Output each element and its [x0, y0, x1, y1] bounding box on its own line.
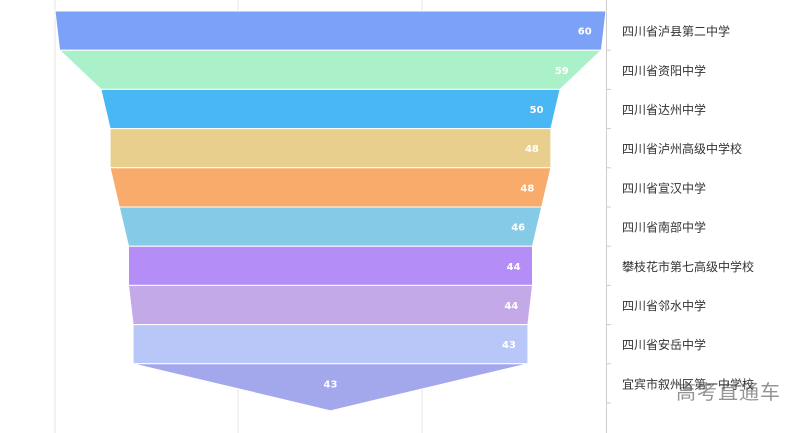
funnel-segment-1[interactable]	[58, 49, 603, 90]
value-label-6: 44	[507, 262, 521, 273]
value-labels: 60 59 50 48 48 46 44 44 43 43	[324, 27, 592, 391]
funnel-segment-5[interactable]	[118, 206, 543, 247]
value-label-5: 46	[511, 223, 525, 234]
category-label-8: 四川省安岳中学	[622, 337, 706, 352]
value-label-7: 44	[504, 301, 518, 312]
funnel-segment-3[interactable]	[109, 128, 552, 169]
category-label-6: 攀枝花市第七高级中学校	[622, 259, 754, 274]
funnel-segment-0[interactable]	[54, 10, 607, 51]
category-label-5: 四川省南部中学	[622, 220, 706, 235]
funnel-segment-7[interactable]	[127, 284, 534, 326]
category-label-7: 四川省邻水中学	[622, 298, 706, 313]
value-label-0: 60	[578, 27, 592, 38]
category-label-2: 四川省达州中学	[622, 102, 706, 117]
funnel-segment-8[interactable]	[132, 324, 529, 365]
value-label-8: 43	[502, 340, 516, 351]
value-label-3: 48	[525, 144, 539, 155]
value-label-1: 59	[555, 66, 569, 77]
funnel-segment-9[interactable]	[132, 363, 529, 412]
funnel-segments	[54, 10, 607, 412]
watermark: 高考直通车	[676, 380, 781, 404]
category-label-4: 四川省宣汉中学	[622, 180, 706, 195]
category-label-3: 四川省泸州高级中学校	[622, 141, 742, 156]
funnel-segment-2[interactable]	[100, 88, 561, 130]
funnel-segment-6[interactable]	[128, 245, 533, 286]
category-label-1: 四川省资阳中学	[622, 63, 706, 78]
funnel-segment-4[interactable]	[109, 167, 552, 208]
category-label-9: 宜宾市叙州区第一中学校	[622, 376, 754, 391]
category-label-0: 四川省泸县第二中学	[622, 24, 730, 39]
value-label-9: 43	[324, 379, 338, 390]
category-labels: 四川省泸县第二中学四川省资阳中学四川省达州中学四川省泸州高级中学校四川省宣汉中学…	[622, 24, 754, 392]
value-label-4: 48	[520, 183, 534, 194]
value-label-2: 50	[530, 105, 544, 116]
